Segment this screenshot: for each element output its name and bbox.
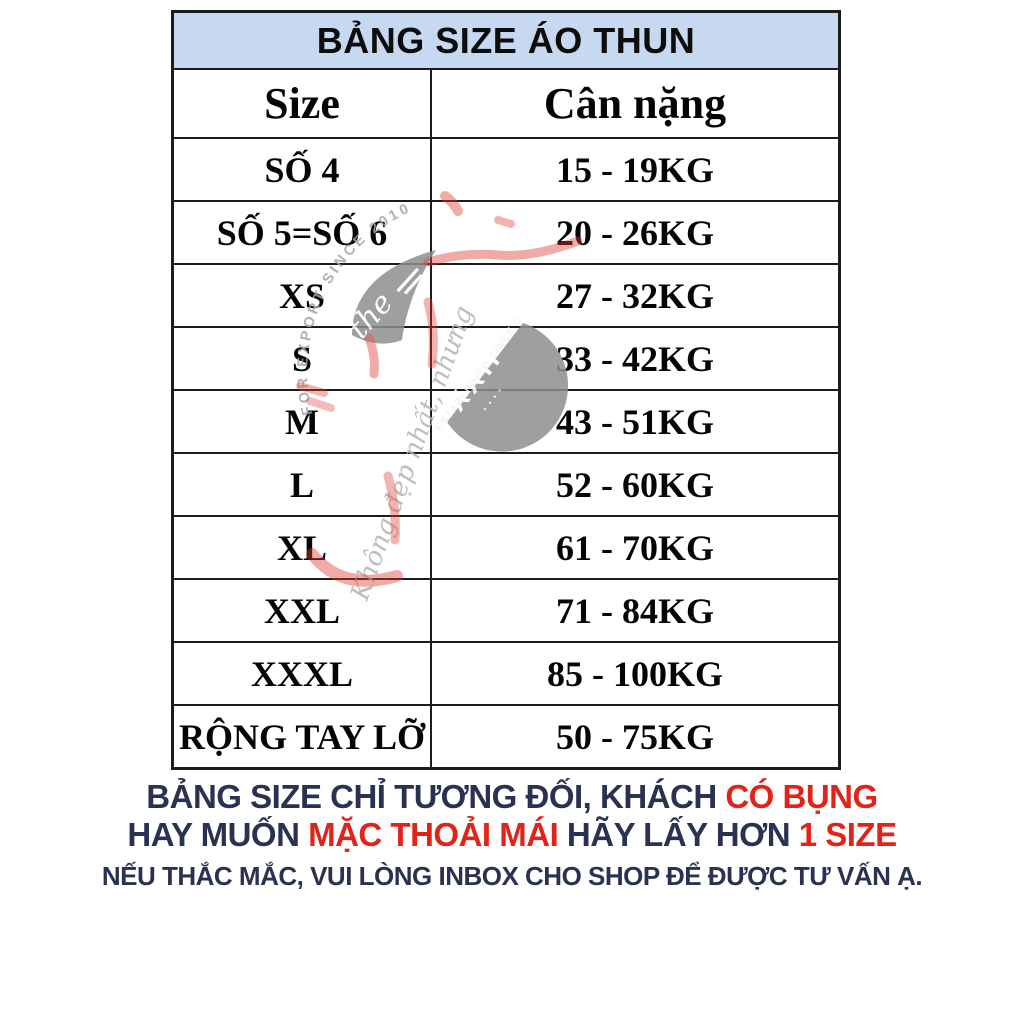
size-cell: SỐ 4: [174, 139, 432, 200]
table-row: M 43 - 51KG: [174, 391, 838, 454]
column-header-weight: Cân nặng: [543, 79, 727, 128]
weight-cell: 33 - 42KG: [556, 338, 714, 379]
table-row: XXL 71 - 84KG: [174, 580, 838, 643]
size-cell: XXL: [174, 580, 432, 641]
table-row: L 52 - 60KG: [174, 454, 838, 517]
weight-cell: 15 - 19KG: [556, 149, 714, 190]
footer-line-3: NẾU THẮC MẮC, VUI LÒNG INBOX CHO SHOP ĐỂ…: [101, 861, 923, 891]
table-row: RỘNG TAY LỠ 50 - 75KG: [174, 706, 838, 767]
table-row: S 33 - 42KG: [174, 328, 838, 391]
footer-line-2: HAY MUỐN MẶC THOẢI MÁI HÃY LẤY HƠN 1 SIZ…: [0, 816, 1024, 854]
footer-line-2-navy-b: HÃY LẤY HƠN: [558, 816, 799, 853]
footer-note: BẢNG SIZE CHỈ TƯƠNG ĐỐI, KHÁCH CÓ BỤNG H…: [0, 778, 1024, 891]
footer-line-1: BẢNG SIZE CHỈ TƯƠNG ĐỐI, KHÁCH CÓ BỤNG: [0, 778, 1024, 816]
table-row: SỐ 5=SỐ 6 20 - 26KG: [174, 202, 838, 265]
size-cell: M: [174, 391, 432, 452]
weight-cell: 61 - 70KG: [556, 527, 714, 568]
size-cell: XS: [174, 265, 432, 326]
size-cell: XXXL: [174, 643, 432, 704]
footer-line-2-navy-a: HAY MUỐN: [127, 816, 309, 853]
table-row: XL 61 - 70KG: [174, 517, 838, 580]
weight-cell: 85 - 100KG: [547, 653, 723, 694]
table-row: XXXL 85 - 100KG: [174, 643, 838, 706]
weight-cell: 52 - 60KG: [556, 464, 714, 505]
weight-cell: 27 - 32KG: [556, 275, 714, 316]
weight-cell: 43 - 51KG: [556, 401, 714, 442]
footer-line-2-red-a: MẶC THOẢI MÁI: [308, 816, 559, 853]
footer-line-1-navy: BẢNG SIZE CHỈ TƯƠNG ĐỐI, KHÁCH: [146, 778, 726, 815]
weight-cell: 71 - 84KG: [556, 590, 714, 631]
table-title: BẢNG SIZE ÁO THUN: [174, 13, 838, 70]
footer-line-2-red-b: 1 SIZE: [798, 816, 897, 853]
size-cell: XL: [174, 517, 432, 578]
size-cell: RỘNG TAY LỠ: [174, 706, 432, 767]
size-table: BẢNG SIZE ÁO THUN Size Cân nặng SỐ 4 15 …: [171, 10, 841, 770]
size-cell: S: [174, 328, 432, 389]
table-header-row: Size Cân nặng: [174, 70, 838, 139]
weight-cell: 20 - 26KG: [556, 212, 714, 253]
weight-cell: 50 - 75KG: [556, 716, 714, 757]
size-cell: SỐ 5=SỐ 6: [174, 202, 432, 263]
table-row: XS 27 - 32KG: [174, 265, 838, 328]
size-cell: L: [174, 454, 432, 515]
table-row: SỐ 4 15 - 19KG: [174, 139, 838, 202]
footer-line-1-red: CÓ BỤNG: [725, 778, 878, 815]
column-header-size: Size: [174, 70, 432, 137]
